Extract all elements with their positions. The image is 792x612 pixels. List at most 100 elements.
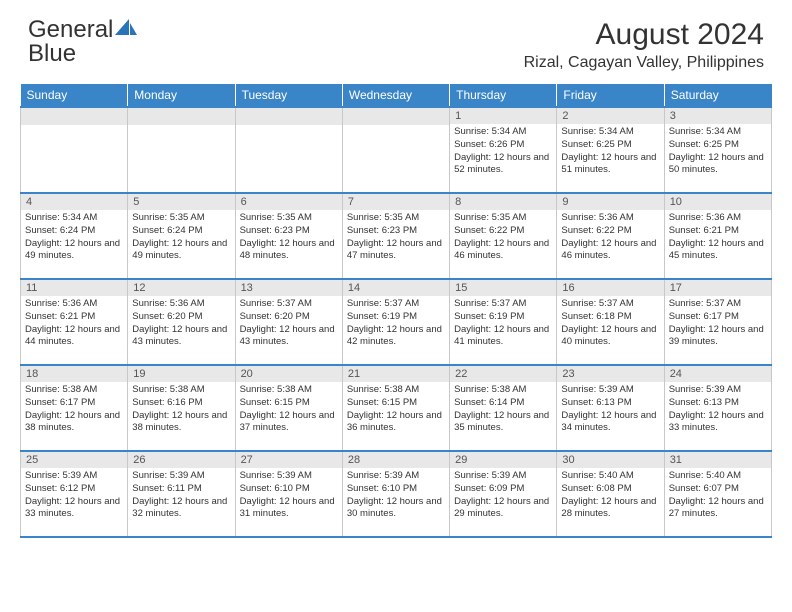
day-number: 17 (665, 280, 771, 296)
daylight-line: Daylight: 12 hours and 33 minutes. (25, 496, 120, 520)
calendar-day-cell (342, 107, 449, 193)
sunrise-line: Sunrise: 5:37 AM (347, 298, 419, 309)
sunset-line: Sunset: 6:21 PM (669, 225, 739, 236)
empty-day-number (21, 108, 127, 125)
sunset-line: Sunset: 6:20 PM (132, 311, 202, 322)
sunrise-line: Sunrise: 5:35 AM (132, 212, 204, 223)
day-details: Sunrise: 5:39 AMSunset: 6:10 PMDaylight:… (236, 468, 342, 524)
daylight-line: Daylight: 12 hours and 47 minutes. (347, 238, 442, 262)
daylight-line: Daylight: 12 hours and 49 minutes. (25, 238, 120, 262)
calendar-table: SundayMondayTuesdayWednesdayThursdayFrid… (20, 84, 772, 538)
day-details: Sunrise: 5:38 AM Sunset: 6:17 PM Daylight:… (21, 382, 127, 438)
day-details: Sunrise: 5:35 AMSunset: 6:23 PMDaylight:… (236, 210, 342, 266)
day-number: 3 (665, 108, 771, 124)
calendar-week-row: 1Sunrise: 5:34 AMSunset: 6:26 PMDaylight… (21, 107, 772, 193)
day-details: Sunrise: 5:39 AM Sunset: 6:09 PM Daylight:… (450, 468, 556, 524)
day-number: 13 (236, 280, 342, 296)
sunrise-line: Sunrise: 5:34 AM (454, 126, 526, 137)
sunrise-line: Sunrise: 5:39 AM (132, 470, 204, 481)
empty-day-number (236, 108, 342, 125)
calendar-week-row: 25Sunrise: 5:39 AMSunset: 6:12 PMDayligh… (21, 451, 772, 537)
day-number: 16 (557, 280, 663, 296)
sunset-line: Sunset: 6:15 PM (240, 397, 310, 408)
sunrise-line: Sunrise: 5:36 AM (561, 212, 633, 223)
calendar-day-cell (128, 107, 235, 193)
sunrise-line: Sunrise: 5:35 AM (347, 212, 419, 223)
day-details: Sunrise: 5:40 AMSunset: 6:07 PMDaylight:… (665, 468, 771, 524)
day-number: 19 (128, 366, 234, 382)
sunrise-line: Sunrise: 5:38 AM (347, 384, 419, 395)
sunset-line: Sunset: 6:18 PM (561, 311, 631, 322)
daylight-line: Daylight: 12 hours and 46 minutes. (454, 238, 549, 262)
day-details: Sunrise: 5:39 AMSunset: 6:11 PMDaylight:… (128, 468, 234, 524)
day-header: Monday (128, 84, 235, 107)
calendar-day-cell: 20Sunrise: 5:38 AMSunset: 6:15 PMDayligh… (235, 365, 342, 451)
day-number: 6 (236, 194, 342, 210)
daylight-line: Daylight: 12 hours and 38 minutes. (25, 410, 120, 434)
sunset-line: Sunset: 6:21 PM (25, 311, 95, 322)
calendar-day-cell: 14Sunrise: 5:37 AMSunset: 6:19 PMDayligh… (342, 279, 449, 365)
calendar-day-cell: 5 Sunrise: 5:35 AM Sunset: 6:24 PM Daylight… (128, 193, 235, 279)
calendar-week-row: 11Sunrise: 5:36 AMSunset: 6:21 PMDayligh… (21, 279, 772, 365)
sunrise-line: Sunrise: 5:38 AM (25, 384, 97, 395)
calendar-day-cell (235, 107, 342, 193)
day-number: 11 (21, 280, 127, 296)
calendar-day-cell: 12Sunrise: 5:36 AMSunset: 6:20 PMDayligh… (128, 279, 235, 365)
day-number: 23 (557, 366, 663, 382)
daylight-line: Daylight: 12 hours and 28 minutes. (561, 496, 656, 520)
calendar-day-cell: 15Sunrise: 5:37 AMSunset: 6:19 PMDayligh… (450, 279, 557, 365)
calendar-day-cell: 27Sunrise: 5:39 AMSunset: 6:10 PMDayligh… (235, 451, 342, 537)
day-details: Sunrise: 5:38 AMSunset: 6:15 PMDaylight:… (343, 382, 449, 438)
sunrise-line: Sunrise: 5:35 AM (454, 212, 526, 223)
calendar-day-cell: 10Sunrise: 5:36 AMSunset: 6:21 PMDayligh… (664, 193, 771, 279)
day-number: 22 (450, 366, 556, 382)
calendar-day-cell: 22Sunrise: 5:38 AMSunset: 6:14 PMDayligh… (450, 365, 557, 451)
day-details: Sunrise: 5:38 AMSunset: 6:16 PMDaylight:… (128, 382, 234, 438)
daylight-line: Daylight: 12 hours and 43 minutes. (240, 324, 335, 348)
title-block: August 2024 Rizal, Cagayan Valley, Phili… (524, 18, 764, 72)
sunset-line: Sunset: 6:09 PM (454, 483, 524, 494)
day-details: Sunrise: 5:35 AMSunset: 6:22 PMDaylight:… (450, 210, 556, 266)
sunrise-line: Sunrise: 5:39 AM (240, 470, 312, 481)
sunrise-line: Sunrise: 5:39 AM (454, 470, 526, 481)
calendar-day-cell: 21Sunrise: 5:38 AMSunset: 6:15 PMDayligh… (342, 365, 449, 451)
day-header: Sunday (21, 84, 128, 107)
sunset-line: Sunset: 6:17 PM (669, 311, 739, 322)
sunset-line: Sunset: 6:12 PM (25, 483, 95, 494)
sunrise-line: Sunrise: 5:40 AM (561, 470, 633, 481)
sunrise-line: Sunrise: 5:39 AM (25, 470, 97, 481)
day-details: Sunrise: 5:36 AMSunset: 6:21 PMDaylight:… (665, 210, 771, 266)
calendar-header-row: SundayMondayTuesdayWednesdayThursdayFrid… (21, 84, 772, 107)
calendar-day-cell: 19Sunrise: 5:38 AMSunset: 6:16 PMDayligh… (128, 365, 235, 451)
logo-text: General Blue (28, 18, 137, 66)
day-number: 21 (343, 366, 449, 382)
daylight-line: Daylight: 12 hours and 42 minutes. (347, 324, 442, 348)
day-details: Sunrise: 5:40 AMSunset: 6:08 PMDaylight:… (557, 468, 663, 524)
calendar-day-cell: 18 Sunrise: 5:38 AM Sunset: 6:17 PM Dayligh… (21, 365, 128, 451)
sunset-line: Sunset: 6:17 PM (25, 397, 95, 408)
daylight-line: Daylight: 12 hours and 29 minutes. (454, 496, 549, 520)
calendar-day-cell: 26Sunrise: 5:39 AMSunset: 6:11 PMDayligh… (128, 451, 235, 537)
day-details: Sunrise: 5:37 AMSunset: 6:18 PMDaylight:… (557, 296, 663, 352)
daylight-line: Daylight: 12 hours and 49 minutes. (132, 238, 227, 262)
day-details: Sunrise: 5:39 AMSunset: 6:10 PMDaylight:… (343, 468, 449, 524)
sunset-line: Sunset: 6:24 PM (132, 225, 202, 236)
day-number: 5 (128, 194, 234, 210)
day-number: 31 (665, 452, 771, 468)
sunset-line: Sunset: 6:23 PM (347, 225, 417, 236)
day-details: Sunrise: 5:37 AMSunset: 6:19 PMDaylight:… (450, 296, 556, 352)
day-number: 18 (21, 366, 127, 382)
sunrise-line: Sunrise: 5:37 AM (669, 298, 741, 309)
sunset-line: Sunset: 6:25 PM (669, 139, 739, 150)
day-number: 24 (665, 366, 771, 382)
day-number: 1 (450, 108, 556, 124)
day-details: Sunrise: 5:34 AMSunset: 6:26 PMDaylight:… (450, 124, 556, 180)
logo-word-blue: Blue (28, 40, 76, 67)
day-number: 27 (236, 452, 342, 468)
calendar-day-cell: 8Sunrise: 5:35 AMSunset: 6:22 PMDaylight… (450, 193, 557, 279)
sunrise-line: Sunrise: 5:38 AM (454, 384, 526, 395)
calendar-day-cell: 11Sunrise: 5:36 AMSunset: 6:21 PMDayligh… (21, 279, 128, 365)
empty-day-number (343, 108, 449, 125)
daylight-line: Daylight: 12 hours and 31 minutes. (240, 496, 335, 520)
sunrise-line: Sunrise: 5:38 AM (132, 384, 204, 395)
